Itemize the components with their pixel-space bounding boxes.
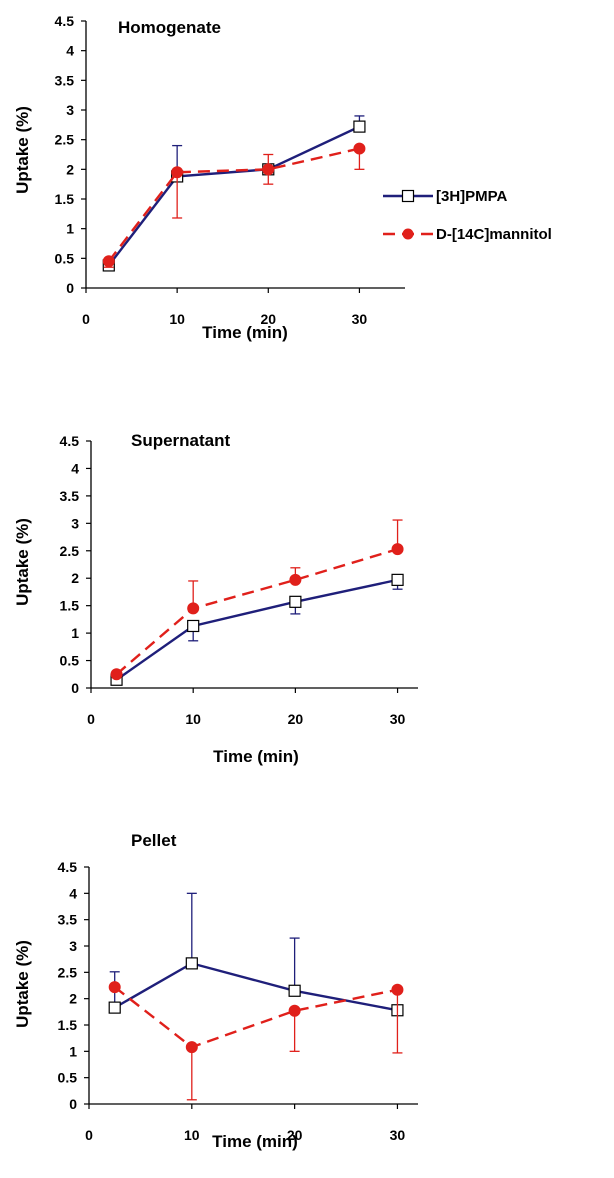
x-tick-label: 20 <box>288 711 304 727</box>
x-tick-label: 0 <box>87 711 95 727</box>
legend-label-pmpa: [3H]PMPA <box>436 188 508 205</box>
data-point <box>187 602 200 615</box>
data-point <box>108 1001 121 1014</box>
x-axis-title: Time (min) <box>212 1132 298 1151</box>
y-tick-label: 1.5 <box>58 1017 78 1033</box>
y-tick-label: 4.5 <box>55 13 75 29</box>
data-point <box>288 984 301 997</box>
y-tick-label: 2 <box>66 161 74 177</box>
y-tick-label: 4 <box>69 885 77 901</box>
data-point <box>289 595 302 608</box>
legend-marker-pmpa <box>401 189 415 203</box>
y-tick-label: 1 <box>71 625 79 641</box>
y-tick-label: 2.5 <box>58 964 78 980</box>
series-line <box>115 547 398 676</box>
panel-title: Homogenate <box>118 18 221 37</box>
series-pmpa <box>102 115 366 272</box>
series-line <box>115 578 398 681</box>
series-line <box>107 147 360 263</box>
panel-title: Supernatant <box>131 431 231 450</box>
data-point <box>110 668 123 681</box>
panel-title: Pellet <box>131 831 177 850</box>
x-tick-label: 20 <box>260 311 276 327</box>
y-axis-title: Uptake (%) <box>13 518 32 606</box>
data-point <box>187 619 200 633</box>
y-tick-label: 3.5 <box>55 72 75 88</box>
y-tick-label: 4 <box>66 43 74 59</box>
legend: [3H]PMPA D-[14C]mannitol <box>383 188 552 243</box>
data-point <box>171 166 184 179</box>
data-point <box>289 573 302 586</box>
y-tick-label: 3.5 <box>60 488 80 504</box>
y-tick-label: 2 <box>69 991 77 1007</box>
series-pmpa <box>110 573 404 686</box>
y-tick-label: 4.5 <box>60 433 80 449</box>
y-tick-label: 0.5 <box>55 250 75 266</box>
series-mannitol <box>102 142 366 268</box>
y-tick-label: 0 <box>69 1096 77 1112</box>
y-tick-label: 0 <box>66 280 74 296</box>
data-point <box>185 957 198 970</box>
x-tick-label: 10 <box>185 711 201 727</box>
x-tick-label: 30 <box>390 711 406 727</box>
y-tick-label: 1.5 <box>60 598 80 614</box>
y-tick-label: 0.5 <box>60 653 80 669</box>
legend-marker-mannitol <box>402 228 414 240</box>
y-tick-label: 0.5 <box>58 1070 78 1086</box>
x-axis-title: Time (min) <box>213 747 299 766</box>
y-tick-label: 2.5 <box>60 543 80 559</box>
data-point <box>391 573 404 586</box>
y-axis-title: Uptake (%) <box>13 106 32 194</box>
y-axis-title: Uptake (%) <box>13 940 32 1028</box>
data-point <box>102 255 115 268</box>
series-line <box>113 986 398 1049</box>
chart-panel-1: 0 0.5 1 1.5 2 2.5 3 3.5 4 4.5 0 10 20 30 Homogenate Tim… <box>13 13 552 342</box>
series-line <box>107 125 360 267</box>
y-tick-label: 2 <box>71 570 79 586</box>
data-point <box>391 983 404 996</box>
data-point <box>262 163 275 176</box>
series-line <box>114 962 398 1012</box>
data-point <box>391 543 404 556</box>
x-tick-label: 10 <box>169 311 185 327</box>
x-tick-label: 30 <box>390 1127 406 1143</box>
chart-panel-3: 0 0.5 1 1.5 2 2.5 3 3.5 4 4.5 0 10 20 30 Pellet Time (m… <box>13 831 418 1151</box>
y-tick-label: 2.5 <box>55 132 75 148</box>
y-tick-label: 4.5 <box>58 859 78 875</box>
x-tick-label: 10 <box>184 1127 200 1143</box>
data-point <box>353 142 366 155</box>
y-tick-label: 3 <box>71 515 79 531</box>
data-point <box>185 1041 198 1054</box>
y-tick-label: 1 <box>69 1043 77 1059</box>
data-point <box>353 120 366 133</box>
y-tick-label: 1.5 <box>55 191 75 207</box>
y-tick-label: 3 <box>66 102 74 118</box>
data-point <box>288 1004 301 1017</box>
data-point <box>108 981 121 994</box>
x-tick-label: 0 <box>82 311 90 327</box>
y-tick-label: 3.5 <box>58 912 78 928</box>
series-mannitol <box>108 981 404 1101</box>
legend-label-mannitol: D-[14C]mannitol <box>436 226 552 243</box>
y-tick-label: 3 <box>69 938 77 954</box>
series-mannitol <box>110 519 404 681</box>
x-tick-label: 30 <box>352 311 368 327</box>
y-tick-label: 0 <box>71 680 79 696</box>
x-tick-label: 0 <box>85 1127 93 1143</box>
x-axis-title: Time (min) <box>202 323 288 342</box>
y-tick-label: 4 <box>71 460 79 476</box>
y-tick-label: 1 <box>66 221 74 237</box>
chart-panel-2: 0 0.5 1 1.5 2 2.5 3 3.5 4 4.5 0 10 20 30 Supernatant Ti… <box>13 431 418 766</box>
x-tick-label: 20 <box>287 1127 303 1143</box>
